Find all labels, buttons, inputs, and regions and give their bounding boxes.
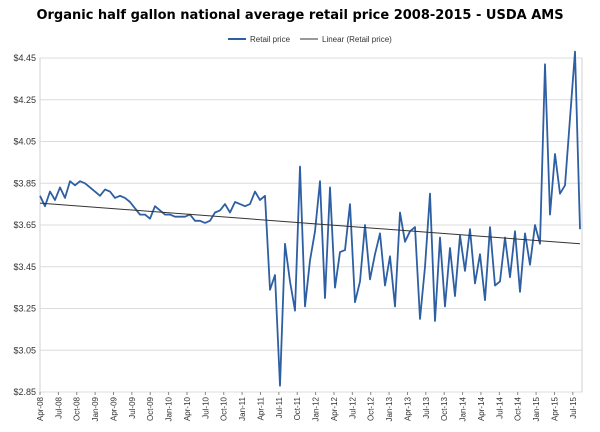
x-tick-label: Jul-12 <box>348 396 357 418</box>
x-tick-label: Oct-11 <box>293 396 302 420</box>
x-tick-label: Apr-11 <box>256 396 265 420</box>
x-tick-label: Apr-15 <box>550 396 559 421</box>
x-tick-label: Oct-14 <box>514 396 523 421</box>
x-tick-label: Apr-14 <box>477 396 486 421</box>
x-tick-label: Apr-10 <box>183 396 192 421</box>
x-tick-label: Jul-13 <box>422 396 431 418</box>
y-tick-label: $2.85 <box>13 387 36 397</box>
x-tick-label: Jan-10 <box>165 396 174 421</box>
x-tick-label: Apr-12 <box>330 396 339 421</box>
x-tick-label: Apr-08 <box>36 396 45 421</box>
x-tick-label: Oct-08 <box>73 396 82 421</box>
y-tick-label: $3.45 <box>13 262 36 272</box>
y-tick-label: $3.05 <box>13 345 36 355</box>
legend-label-retail-price: Retail price <box>250 35 291 44</box>
x-tick-label: Jan-14 <box>459 396 468 421</box>
y-tick-label: $4.25 <box>13 95 36 105</box>
x-tick-label: Oct-10 <box>220 396 229 421</box>
x-tick-label: Jul-14 <box>495 396 504 418</box>
legend-label-linear: Linear (Retail price) <box>322 35 392 44</box>
x-tick-label: Jan-11 <box>238 396 247 420</box>
series-line-linear-trend <box>39 202 581 245</box>
x-tick-label: Jul-09 <box>128 396 137 418</box>
y-tick-label: $4.45 <box>13 53 36 63</box>
x-tick-label: Jan-12 <box>312 396 321 421</box>
x-tick-label: Oct-09 <box>146 396 155 421</box>
x-tick-label: Jul-11 <box>275 396 284 418</box>
series-line-retail-price <box>39 50 581 387</box>
x-tick-label: Apr-09 <box>109 396 118 421</box>
y-tick-label: $4.05 <box>13 137 36 147</box>
x-tick-label: Jul-10 <box>201 396 210 418</box>
x-tick-label: Jul-08 <box>54 396 63 418</box>
y-tick-label: $3.85 <box>13 178 36 188</box>
x-tick-label: Jul-15 <box>569 396 578 418</box>
x-tick-label: Jan-15 <box>532 396 541 421</box>
x-tick-label: Oct-13 <box>440 396 449 421</box>
x-tick-label: Apr-13 <box>403 396 412 421</box>
x-tick-label: Jan-13 <box>385 396 394 421</box>
y-tick-label: $3.65 <box>13 220 36 230</box>
y-tick-label: $3.25 <box>13 304 36 314</box>
chart-title: Organic half gallon national average ret… <box>36 8 564 23</box>
x-tick-label: Jan-09 <box>91 396 100 421</box>
x-tick-label: Oct-12 <box>367 396 376 421</box>
